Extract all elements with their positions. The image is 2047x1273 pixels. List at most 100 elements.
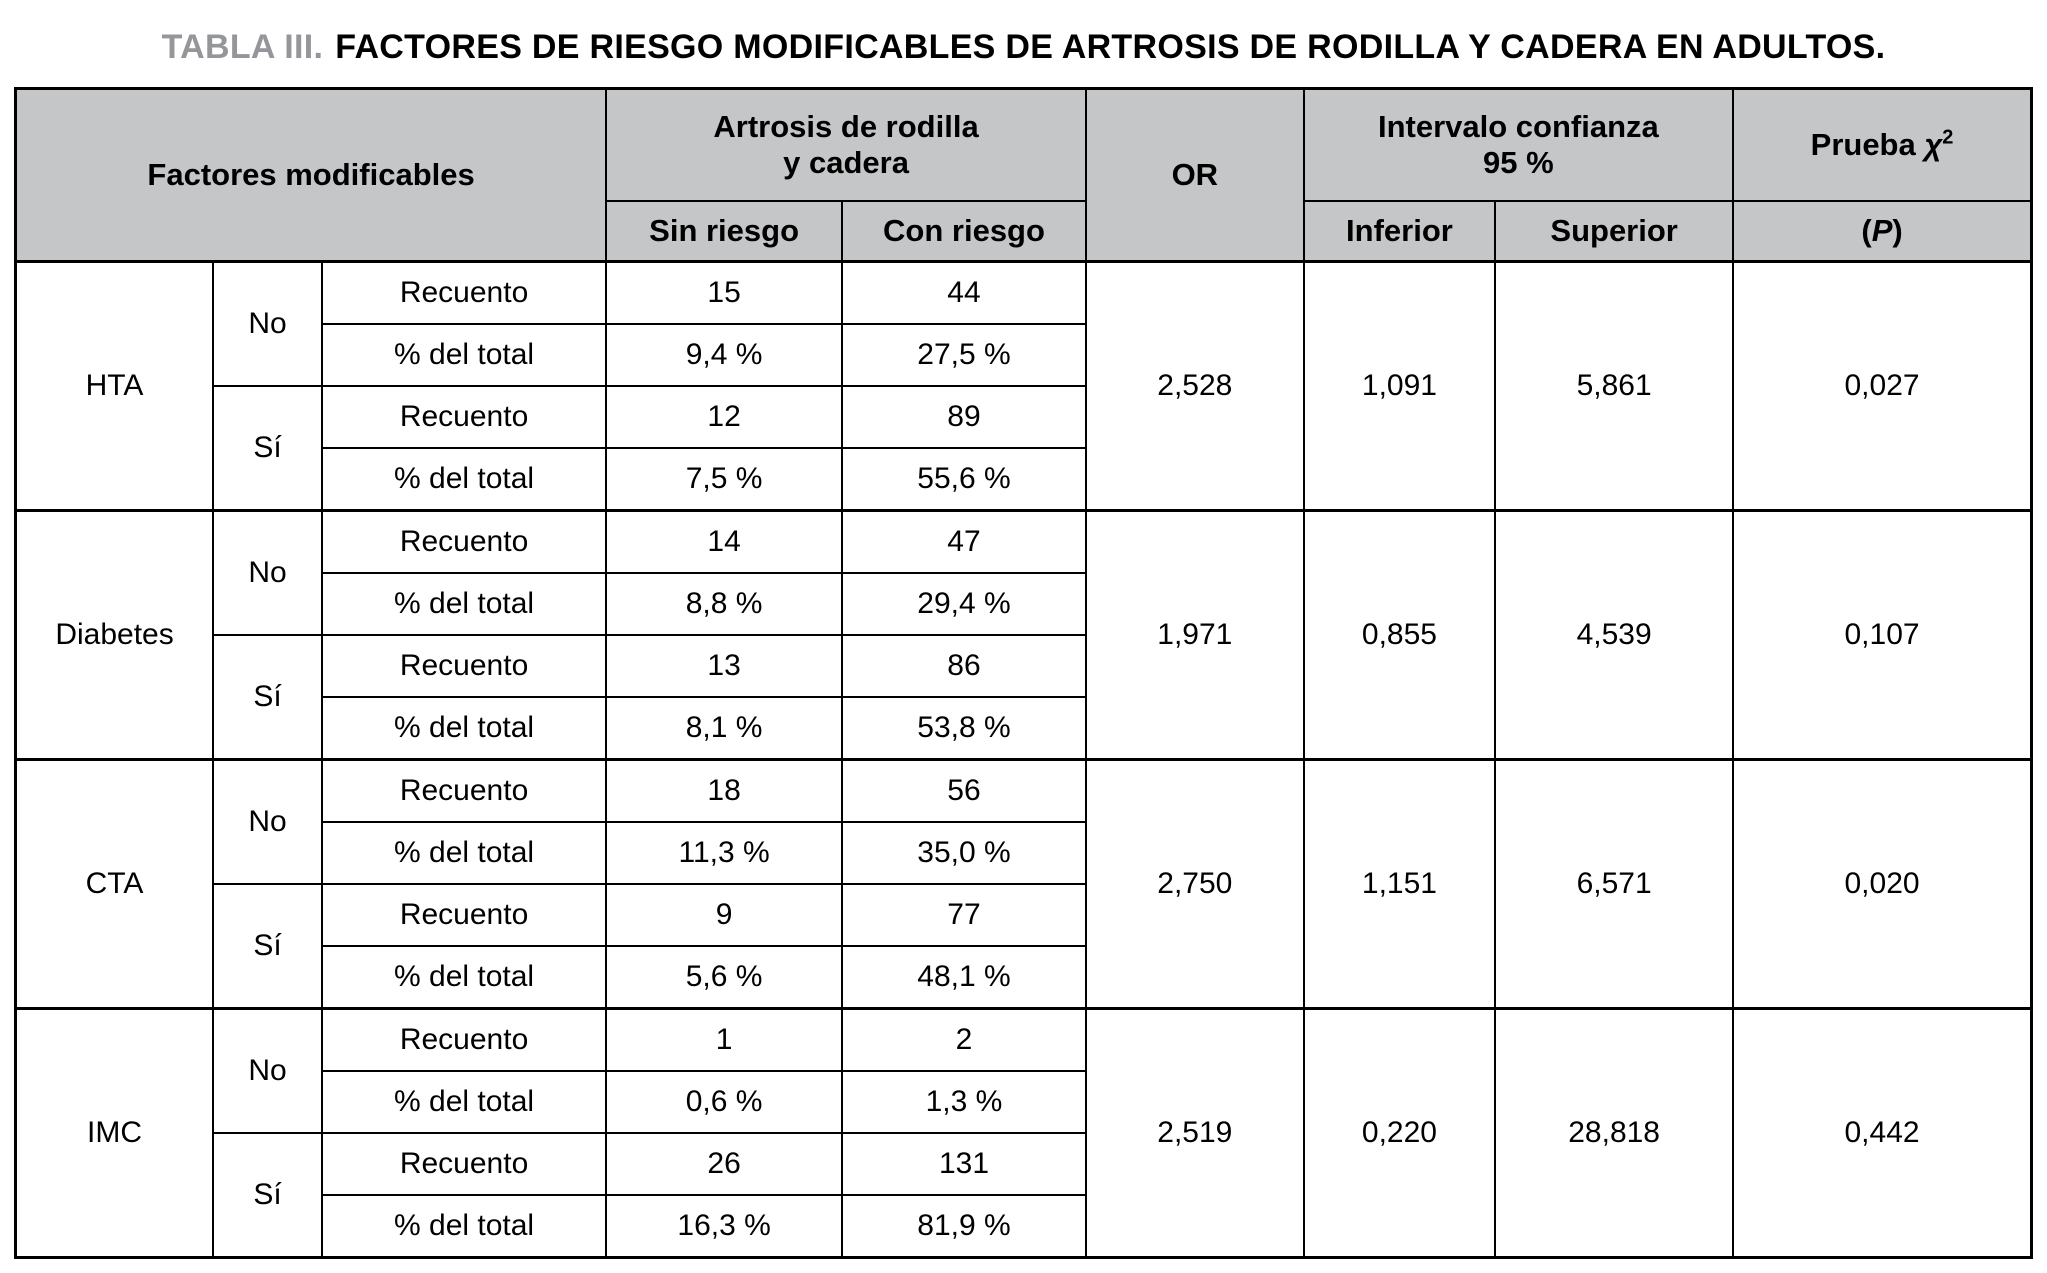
value-cell: 47 <box>841 509 1087 574</box>
value-cell: 27,5 % <box>841 323 1087 387</box>
value-cell: 1,3 % <box>841 1070 1087 1134</box>
header-intervalo-confianza: Intervalo confianza 95 % <box>1302 87 1735 202</box>
or-cell: 2,528 <box>1084 260 1305 512</box>
measure-label-cell: % del total <box>320 821 608 885</box>
measure-label-cell: % del total <box>320 1070 608 1134</box>
value-cell: 1 <box>605 1007 844 1072</box>
value-cell: 9,4 % <box>605 323 844 387</box>
ci-superior-cell: 5,861 <box>1494 260 1735 512</box>
measure-label-cell: Recuento <box>320 1132 608 1196</box>
ci-superior-cell: 28,818 <box>1494 1007 1735 1259</box>
or-cell: 1,971 <box>1084 509 1305 761</box>
value-cell: 18 <box>605 758 844 823</box>
value-cell: 131 <box>841 1132 1087 1196</box>
header-p-value: (P) <box>1732 200 2033 263</box>
prueba-text: Prueba <box>1810 127 1925 162</box>
yesno-cell: No <box>212 260 323 387</box>
p-letter: P <box>1871 213 1893 248</box>
header-con-riesgo: Con riesgo <box>841 200 1087 263</box>
factor-cell: Diabetes <box>14 509 215 761</box>
p-paren-open: ( <box>1861 213 1872 248</box>
value-cell: 35,0 % <box>841 821 1087 885</box>
value-cell: 11,3 % <box>605 821 844 885</box>
measure-label-cell: Recuento <box>320 758 608 823</box>
value-cell: 53,8 % <box>841 696 1087 761</box>
header-or: OR <box>1084 87 1305 263</box>
risk-factors-table: Factores modificables Artrosis de rodill… <box>14 87 2033 1259</box>
table-title-label: TABLA III. <box>161 28 324 66</box>
measure-label-cell: Recuento <box>320 385 608 449</box>
factor-cell: HTA <box>14 260 215 512</box>
measure-label-cell: Recuento <box>320 634 608 698</box>
yesno-cell: Sí <box>212 883 323 1010</box>
measure-label-cell: % del total <box>320 945 608 1010</box>
value-cell: 5,6 % <box>605 945 844 1010</box>
measure-label-cell: % del total <box>320 572 608 636</box>
measure-label-cell: % del total <box>320 447 608 512</box>
measure-label-cell: Recuento <box>320 1007 608 1072</box>
table-title: TABLA III. FACTORES DE RIESGO MODIFICABLE… <box>14 28 2033 67</box>
measure-label-cell: Recuento <box>320 509 608 574</box>
value-cell: 81,9 % <box>841 1194 1087 1259</box>
ci-superior-cell: 4,539 <box>1494 509 1735 761</box>
factor-cell: IMC <box>14 1007 215 1259</box>
value-cell: 89 <box>841 385 1087 449</box>
value-cell: 86 <box>841 634 1087 698</box>
value-cell: 14 <box>605 509 844 574</box>
table-row: IMC No Recuento 1 2 2,519 0,220 28,818 0… <box>14 1007 2033 1259</box>
value-cell: 8,8 % <box>605 572 844 636</box>
measure-label-cell: % del total <box>320 1194 608 1259</box>
table-row: % del total 8,1 % 53,8 % <box>16 696 2032 761</box>
table-row: % del total 0,6 % 1,3 % <box>16 1070 2032 1134</box>
table-row: % del total 11,3 % 35,0 % <box>16 821 2032 885</box>
value-cell: 44 <box>841 260 1087 325</box>
table-row: % del total 8,8 % 29,4 % <box>16 572 2032 636</box>
p-value-cell: 0,107 <box>1732 509 2033 761</box>
value-cell: 55,6 % <box>841 447 1087 512</box>
value-cell: 29,4 % <box>841 572 1087 636</box>
chi-exponent: 2 <box>1942 126 1954 149</box>
yesno-cell: No <box>212 758 323 885</box>
value-cell: 56 <box>841 758 1087 823</box>
header-prueba-chi2: Prueba χ2 <box>1732 87 2033 202</box>
value-cell: 9 <box>605 883 844 947</box>
yesno-cell: No <box>212 509 323 636</box>
yesno-cell: Sí <box>212 1132 323 1259</box>
table-row: % del total 7,5 % 55,6 % <box>16 447 2032 512</box>
value-cell: 16,3 % <box>605 1194 844 1259</box>
value-cell: 15 <box>605 260 844 325</box>
ci-superior-cell: 6,571 <box>1494 758 1735 1010</box>
or-cell: 2,519 <box>1084 1007 1305 1259</box>
measure-label-cell: % del total <box>320 323 608 387</box>
header-superior: Superior <box>1494 200 1735 263</box>
value-cell: 2 <box>841 1007 1087 1072</box>
measure-label-cell: Recuento <box>320 260 608 325</box>
value-cell: 7,5 % <box>605 447 844 512</box>
ci-inferior-cell: 0,220 <box>1302 1007 1497 1259</box>
value-cell: 26 <box>605 1132 844 1196</box>
header-artrosis: Artrosis de rodilla y cadera <box>605 87 1087 202</box>
header-row-1: Factores modificables Artrosis de rodill… <box>14 87 2033 263</box>
table-row: % del total 5,6 % 48,1 % <box>16 945 2032 1010</box>
table-row: % del total 16,3 % 81,9 % <box>16 1194 2032 1259</box>
yesno-cell: Sí <box>212 634 323 761</box>
table-row: % del total 9,4 % 27,5 % <box>16 323 2032 387</box>
p-value-cell: 0,027 <box>1732 260 2033 512</box>
chi-symbol: χ <box>1924 127 1943 162</box>
p-paren-close: ) <box>1892 213 1903 248</box>
header-inferior: Inferior <box>1302 200 1497 263</box>
ci-inferior-cell: 0,855 <box>1302 509 1497 761</box>
p-value-cell: 0,442 <box>1732 1007 2033 1259</box>
header-sin-riesgo: Sin riesgo <box>605 200 844 263</box>
value-cell: 77 <box>841 883 1087 947</box>
table-title-text: FACTORES DE RIESGO MODIFICABLES DE ARTRO… <box>335 28 1886 66</box>
table-row: Sí Recuento 12 89 <box>16 385 2032 512</box>
table-row: Sí Recuento 9 77 <box>16 883 2032 1010</box>
factor-cell: CTA <box>14 758 215 1010</box>
p-value-cell: 0,020 <box>1732 758 2033 1010</box>
value-cell: 8,1 % <box>605 696 844 761</box>
ci-inferior-cell: 1,091 <box>1302 260 1497 512</box>
table-row: Diabetes No Recuento 14 47 1,971 0,855 4… <box>14 509 2033 761</box>
yesno-cell: Sí <box>212 385 323 512</box>
